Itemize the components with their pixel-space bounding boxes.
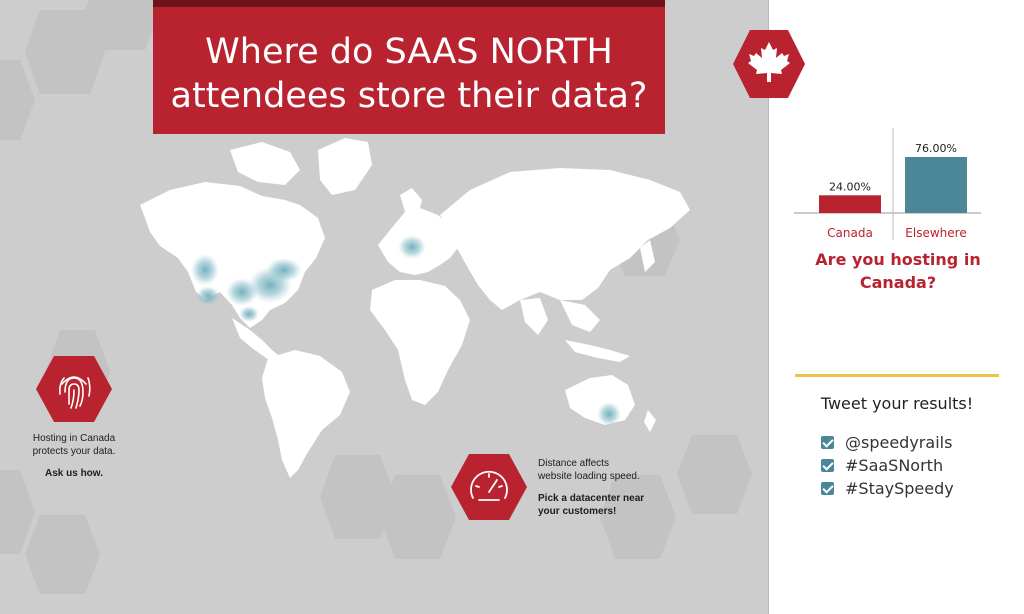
fingerprint-icon <box>36 356 112 422</box>
title-banner: Where do SAAS NORTH attendees store thei… <box>153 0 665 134</box>
hexagon-pattern <box>0 0 752 594</box>
hashtag-item: @speedyrails <box>821 431 954 454</box>
security-callout-line1: Hosting in Canada <box>32 433 116 444</box>
hashtag-list: @speedyrails #SaaSNorth #StaySpeedy <box>821 431 954 500</box>
page-title: Where do SAAS NORTH attendees store thei… <box>170 32 648 116</box>
infographic-panel: Where do SAAS NORTH attendees store thei… <box>0 0 752 594</box>
hashtag-label: #SaaSNorth <box>845 456 944 475</box>
world-map <box>140 138 690 478</box>
checkbox-icon <box>821 482 834 495</box>
security-callout: Hosting in Canada protects your data. As… <box>28 432 120 480</box>
divider-rule <box>795 374 999 377</box>
results-panel: 24.00% Canada 76.00% Elsewhere Are you host… <box>733 0 1024 614</box>
tweet-heading: Tweet your results! <box>820 394 974 413</box>
banner-top-stripe <box>153 0 665 7</box>
bar-elsewhere <box>905 157 967 213</box>
speed-callout: Distance affects website loading speed. … <box>538 457 658 518</box>
speedometer-icon <box>451 454 527 520</box>
security-callout-line2: protects your data. <box>32 446 116 457</box>
maple-leaf-icon <box>733 30 805 98</box>
hashtag-label: #StaySpeedy <box>845 479 954 498</box>
map-background <box>0 0 752 594</box>
speed-callout-cta1: Pick a datacenter near <box>538 493 645 504</box>
speed-callout-line1: Distance affects <box>538 458 609 469</box>
hashtag-item: #StaySpeedy <box>821 477 954 500</box>
bar-canada <box>819 195 881 213</box>
checkbox-icon <box>821 459 834 472</box>
value-label-elsewhere: 76.00% <box>915 142 957 155</box>
hashtag-label: @speedyrails <box>845 433 953 452</box>
checkbox-icon <box>821 436 834 449</box>
chart-question: Are you hosting in Canada? <box>815 250 981 292</box>
hosting-bar-chart: 24.00% Canada 76.00% Elsewhere <box>794 128 981 240</box>
speed-callout-cta2: your customers! <box>538 506 617 517</box>
category-label-canada: Canada <box>827 226 873 240</box>
category-label-elsewhere: Elsewhere <box>905 226 966 240</box>
speed-callout-line2: website loading speed. <box>538 471 640 482</box>
security-callout-cta: Ask us how. <box>45 468 103 479</box>
hashtag-item: #SaaSNorth <box>821 454 954 477</box>
value-label-canada: 24.00% <box>829 180 871 193</box>
hotspots <box>191 235 621 426</box>
